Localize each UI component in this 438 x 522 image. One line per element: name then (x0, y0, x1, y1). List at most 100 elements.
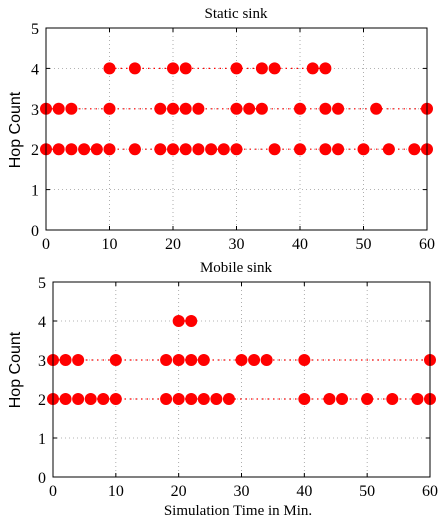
axes-frame (52, 281, 431, 478)
data-point (332, 102, 345, 115)
data-point (179, 143, 192, 156)
x-tick-label: 60 (422, 483, 438, 500)
data-point (298, 393, 311, 405)
x-tick-label: 40 (296, 483, 312, 500)
data-point (210, 393, 223, 405)
x-tick-label: 60 (419, 236, 435, 253)
data-point (332, 143, 345, 156)
x-tick-label: 40 (292, 236, 308, 253)
data-point (268, 62, 281, 75)
x-tick-label: 50 (359, 483, 375, 500)
data-point (408, 143, 421, 156)
data-point (222, 393, 235, 405)
data-point (52, 143, 65, 156)
data-point (294, 143, 306, 156)
y-axis-label: Hop Count (7, 91, 24, 168)
data-point (59, 354, 72, 366)
data-point (109, 393, 122, 405)
data-point (382, 143, 395, 156)
data-point (192, 102, 205, 115)
x-tick-label: 0 (42, 236, 50, 253)
data-point (154, 102, 167, 115)
y-tick-label: 2 (38, 392, 46, 409)
data-point (78, 143, 91, 156)
data-point (160, 354, 173, 366)
x-tick-label: 30 (229, 236, 245, 253)
y-tick-label: 0 (31, 223, 39, 240)
x-tick-label: 20 (171, 483, 187, 500)
data-point (230, 62, 243, 75)
data-point (167, 143, 179, 156)
data-point (128, 62, 141, 75)
x-axis-label: Simulation Time in Min. (164, 503, 312, 519)
data-point (52, 102, 65, 115)
data-point (255, 102, 268, 115)
data-point (103, 143, 116, 156)
data-point (319, 102, 332, 115)
data-point (306, 62, 319, 75)
data-point (167, 62, 179, 75)
y-tick-label: 4 (38, 314, 46, 331)
chart-static-sink: Static sink Hop Count 0 10 20 30 40 50 60 0 1 2 3 4… (7, 6, 435, 253)
data-point (160, 393, 173, 405)
data-point (357, 143, 370, 156)
chart-title: Static sink (205, 6, 268, 22)
plot-area: 0 10 20 30 40 50 60 0 1 2 3 4 5 (31, 21, 435, 253)
data-point (179, 102, 192, 115)
data-point (185, 315, 198, 327)
data-point (230, 102, 243, 115)
data-point (370, 102, 383, 115)
data-point (185, 354, 198, 366)
axes-frame (45, 27, 428, 231)
data-point (361, 393, 374, 405)
y-axis-label: Hop Count (7, 331, 24, 408)
x-tick-label: 10 (102, 236, 118, 253)
data-point (411, 393, 424, 405)
x-tick-label: 10 (108, 483, 124, 500)
x-tick-label: 50 (356, 236, 372, 253)
y-tick-label: 4 (31, 61, 39, 78)
data-point (72, 354, 85, 366)
y-tick-label: 1 (38, 431, 46, 448)
plot-area: 0 10 20 30 40 50 60 0 1 2 3 4 5 (38, 275, 438, 500)
x-tick-label: 30 (234, 483, 250, 500)
y-tick-label: 5 (38, 275, 46, 292)
data-point (90, 143, 103, 156)
data-point (103, 62, 116, 75)
data-point (205, 143, 218, 156)
data-point (197, 393, 210, 405)
data-point (230, 143, 243, 156)
data-point (217, 143, 230, 156)
data-point (109, 354, 122, 366)
data-point (103, 102, 116, 115)
data-point (59, 393, 72, 405)
data-point (179, 62, 192, 75)
data-point (172, 354, 185, 366)
y-tick-label: 2 (31, 142, 39, 159)
data-point (197, 354, 210, 366)
y-tick-label: 3 (38, 353, 46, 370)
data-point (97, 393, 110, 405)
y-tick-label: 3 (31, 102, 39, 119)
data-point (260, 354, 273, 366)
data-point (243, 102, 256, 115)
data-point (319, 143, 332, 156)
data-point (167, 102, 179, 115)
data-point (298, 354, 311, 366)
data-point (248, 354, 261, 366)
data-point (172, 315, 185, 327)
data-point (294, 102, 306, 115)
data-point (192, 143, 205, 156)
data-point (336, 393, 349, 405)
data-point (65, 102, 78, 115)
data-point (128, 143, 141, 156)
data-point (235, 354, 248, 366)
data-point (65, 143, 78, 156)
y-tick-label: 1 (31, 183, 39, 200)
data-point (268, 143, 281, 156)
data-point (72, 393, 85, 405)
chart-mobile-sink: Mobile sink Hop Count Simulation Time in… (7, 260, 438, 519)
data-point (319, 62, 332, 75)
